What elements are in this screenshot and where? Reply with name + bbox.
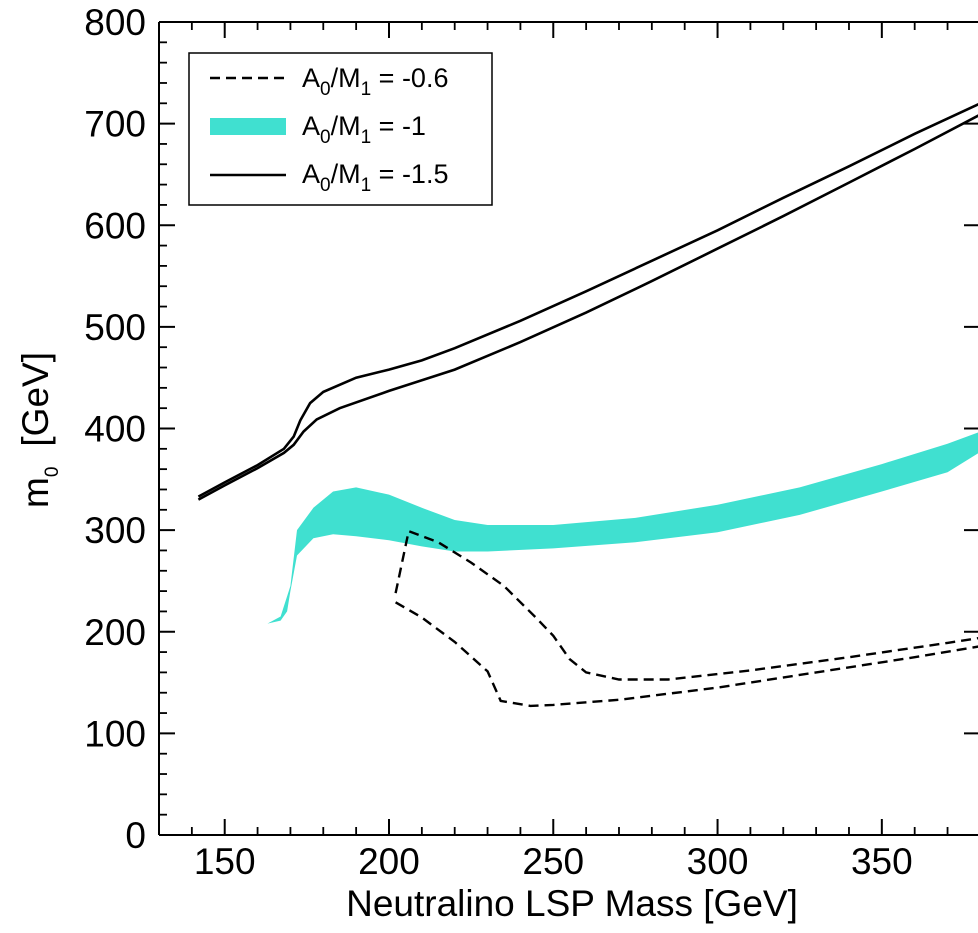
legend: A0/M1 = -0.6 A0/M1 = -1 A0/M1 = -1.5 xyxy=(188,52,493,206)
dashed-series-a0m1-minus0p6-lower xyxy=(394,601,978,708)
legend-label-dashed: A0/M1 = -0.6 xyxy=(302,63,448,100)
y-tick-label: 700 xyxy=(84,104,146,145)
solid-series-a0m1-minus1p5-lower xyxy=(197,114,978,501)
band-series-a0m1-minus1 xyxy=(267,432,978,624)
y-axis-title-subscript: 0 xyxy=(42,467,63,478)
y-tick-label: 800 xyxy=(84,2,146,43)
y-axis-title: m0[GeV] xyxy=(15,352,63,508)
x-axis-title: Neutralino LSP Mass [GeV] xyxy=(346,883,798,924)
y-tick-label: 500 xyxy=(84,307,146,348)
solid-series-a0m1-minus1p5-upper xyxy=(197,102,978,498)
x-tick-label: 150 xyxy=(194,841,256,882)
legend-label-band: A0/M1 = -1 xyxy=(302,111,426,148)
legend-swatch-band xyxy=(210,118,286,135)
dashed-series-a0m1-minus0p6-upper xyxy=(394,529,978,681)
x-tick-label: 250 xyxy=(522,841,584,882)
y-tick-label: 100 xyxy=(84,713,146,754)
x-tick-label: 350 xyxy=(851,841,913,882)
y-tick-label: 300 xyxy=(84,510,146,551)
x-tick-label: 300 xyxy=(687,841,749,882)
x-tick-label: 200 xyxy=(358,841,420,882)
y-tick-label: 200 xyxy=(84,612,146,653)
legend-label-solid: A0/M1 = -1.5 xyxy=(302,159,448,196)
y-tick-label: 0 xyxy=(125,815,146,856)
y-tick-label: 400 xyxy=(84,409,146,450)
axis-ticks: 150 200 250 300 350 0 100 200 300 400 500 600 700 800 xyxy=(84,2,978,882)
y-tick-label: 600 xyxy=(84,205,146,246)
